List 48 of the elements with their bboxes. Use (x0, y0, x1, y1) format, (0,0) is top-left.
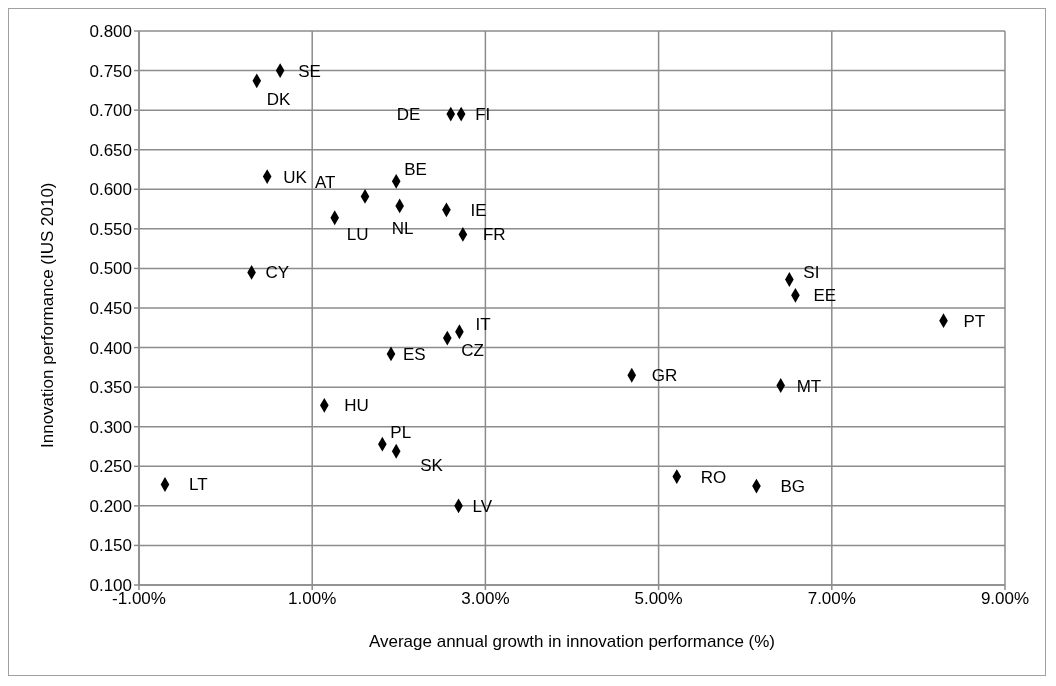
y-axis-title: Innovation performance (IUS 2010) (38, 182, 58, 448)
annotation: RO (700, 467, 727, 487)
annotation: IT (475, 314, 491, 334)
x-tick-label: 9.00% (980, 589, 1030, 609)
annotation: MT (796, 376, 822, 396)
annotation: LV (472, 496, 493, 516)
y-tick-label: 0.800 (89, 22, 132, 42)
annotation: EE (813, 286, 837, 306)
annotation: BE (404, 160, 427, 180)
x-tick-label: 7.00% (807, 589, 856, 609)
annotation: AT (315, 173, 336, 193)
annotation: HU (344, 396, 369, 416)
annotation: DK (266, 89, 292, 109)
annotation: IE (470, 200, 487, 220)
annotation: CY (265, 263, 290, 283)
y-tick-label: 0.200 (89, 496, 132, 516)
annotation: NL (391, 218, 414, 238)
y-tick-label: 0.750 (89, 61, 132, 81)
y-tick-label: 0.650 (89, 140, 132, 160)
annotation: PT (963, 311, 986, 331)
annotation: ES (403, 344, 426, 364)
y-tick-label: 0.700 (89, 101, 132, 121)
y-tick-label: 0.300 (89, 417, 132, 437)
x-tick-label: 3.00% (461, 589, 510, 609)
annotation: FR (482, 225, 506, 245)
y-tick-label: 0.450 (89, 299, 132, 319)
annotation: CZ (461, 341, 484, 361)
annotation: UK (283, 167, 308, 187)
x-tick-label: 5.00% (634, 589, 683, 609)
annotation: SI (803, 262, 820, 282)
y-tick-label: 0.250 (89, 457, 132, 477)
annotation: GR (651, 366, 678, 386)
annotation: SE (298, 61, 321, 81)
y-tick-label: 0.150 (89, 536, 132, 556)
annotation: FI (475, 105, 491, 125)
annotation: LT (188, 475, 208, 495)
y-tick-label: 0.350 (89, 378, 132, 398)
annotation: SK (420, 456, 444, 476)
annotation: PL (390, 423, 412, 443)
annotation: BG (780, 477, 806, 497)
x-tick-label: 1.00% (288, 589, 337, 609)
annotation: LU (346, 224, 369, 244)
y-tick-label: 0.600 (89, 180, 132, 200)
x-axis-title: Average annual growth in innovation performance (%) (368, 632, 776, 651)
y-tick-label: 0.500 (89, 259, 132, 279)
annotation: DE (396, 105, 421, 125)
y-tick-label: 0.400 (89, 338, 132, 358)
y-tick-label: 0.550 (89, 219, 132, 239)
